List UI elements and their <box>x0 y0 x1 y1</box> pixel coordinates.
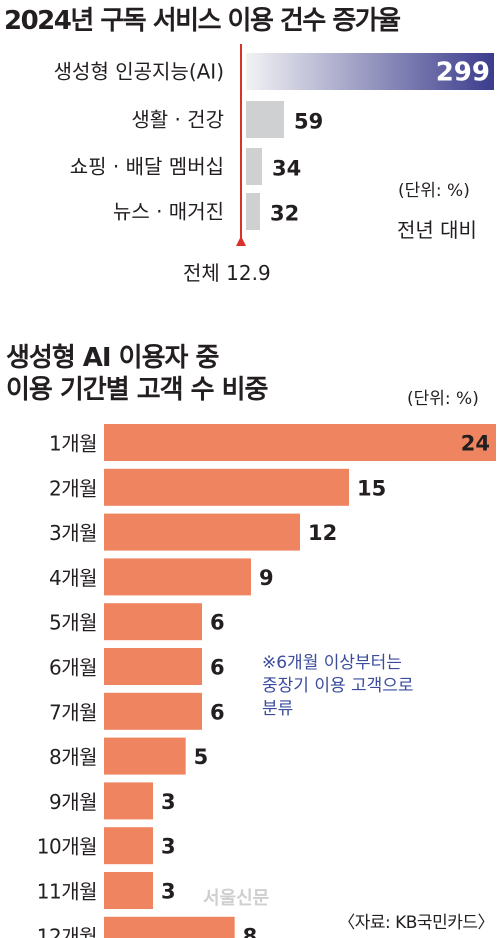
chart1-bar <box>246 101 284 138</box>
chart2-value-label: 6 <box>210 700 225 724</box>
chart2-category-label: 4개월 <box>49 566 97 590</box>
chart1-category-label: 생활 · 건강 <box>131 108 224 132</box>
chart1-value-label: 299 <box>436 58 490 88</box>
chart1-value-label: 59 <box>294 110 323 134</box>
chart2-bar <box>104 468 349 506</box>
chart1-bar <box>246 53 494 90</box>
footnote-line: ※6개월 이상부터는 <box>262 653 402 673</box>
chart2-bar <box>104 513 300 551</box>
chart2-value-label: 3 <box>161 880 176 904</box>
chart2-bar <box>104 692 202 730</box>
chart2-bar <box>104 603 202 641</box>
chart1-comparison-note: 전년 대비 <box>397 218 477 242</box>
chart1-bar <box>246 193 260 230</box>
footnote-line: 분류 <box>262 699 294 719</box>
chart2-category-label: 12개월 <box>37 924 97 938</box>
footnote-line: 중장기 이용 고객으로 <box>262 676 414 696</box>
chart1-value-label: 32 <box>270 202 299 226</box>
chart2-value-label: 3 <box>161 790 176 814</box>
chart1-unit-note: (단위: %) <box>398 181 470 201</box>
chart1-reference-label: 전체 12.9 <box>183 261 271 285</box>
source-note: 〈자료: KB국민카드〉 <box>338 913 494 933</box>
chart2-category-label: 3개월 <box>49 521 97 545</box>
chart2-value-label: 12 <box>308 521 337 545</box>
chart1-title: 2024년 구독 서비스 이용 건수 증가율 <box>4 6 401 36</box>
chart1-value-label: 34 <box>272 157 301 181</box>
chart1-category-label: 쇼핑 · 배달 멤버십 <box>70 155 224 179</box>
chart2-category-label: 11개월 <box>37 880 97 904</box>
chart2-footnote: ※6개월 이상부터는 중장기 이용 고객으로 분류 <box>262 652 414 721</box>
chart1-category-label: 뉴스 · 매거진 <box>113 200 224 224</box>
chart2-value-label: 3 <box>161 835 176 859</box>
chart2-bar <box>104 737 186 775</box>
chart2-bar <box>104 916 235 938</box>
chart2-category-label: 5개월 <box>49 611 97 635</box>
chart2-value-label: 8 <box>243 924 258 938</box>
chart1-reference-marker <box>236 236 246 246</box>
chart1-bar <box>246 148 262 185</box>
chart2-bar <box>104 782 153 820</box>
chart2-value-label: 6 <box>210 611 225 635</box>
chart2-category-label: 6개월 <box>49 656 97 680</box>
chart2-bar <box>104 872 153 909</box>
chart2-value-label: 15 <box>357 476 386 500</box>
chart1-category-label: 생성형 인공지능(AI) <box>54 60 224 84</box>
chart2-category-label: 1개월 <box>49 432 97 456</box>
chart2-category-label: 10개월 <box>37 835 97 859</box>
chart2-category-label: 9개월 <box>49 790 97 814</box>
chart2-title-line-1: 생성형 AI 이용자 중 <box>6 343 219 373</box>
chart2-category-label: 8개월 <box>49 745 97 769</box>
chart2-value-label: 5 <box>194 745 209 769</box>
chart1-plot: 생성형 인공지능(AI) 299 생활 · 건강 59 쇼핑 · 배달 멤버십 34 뉴스 … <box>54 44 494 246</box>
chart2-category-label: 7개월 <box>49 700 97 724</box>
chart2-bar <box>104 827 153 865</box>
chart2-value-label: 9 <box>259 566 274 590</box>
chart2-bar <box>104 424 496 461</box>
watermark: 서울신문 <box>203 888 270 909</box>
chart2-category-label: 2개월 <box>49 476 97 500</box>
chart2-unit-note: (단위: %) <box>407 389 479 409</box>
chart2-value-label: 24 <box>461 432 490 456</box>
chart2-title-line-2: 이용 기간별 고객 수 비중 <box>6 375 268 405</box>
chart2-bar <box>104 558 251 596</box>
chart2-bar <box>104 648 202 685</box>
chart2-value-label: 6 <box>210 656 225 680</box>
